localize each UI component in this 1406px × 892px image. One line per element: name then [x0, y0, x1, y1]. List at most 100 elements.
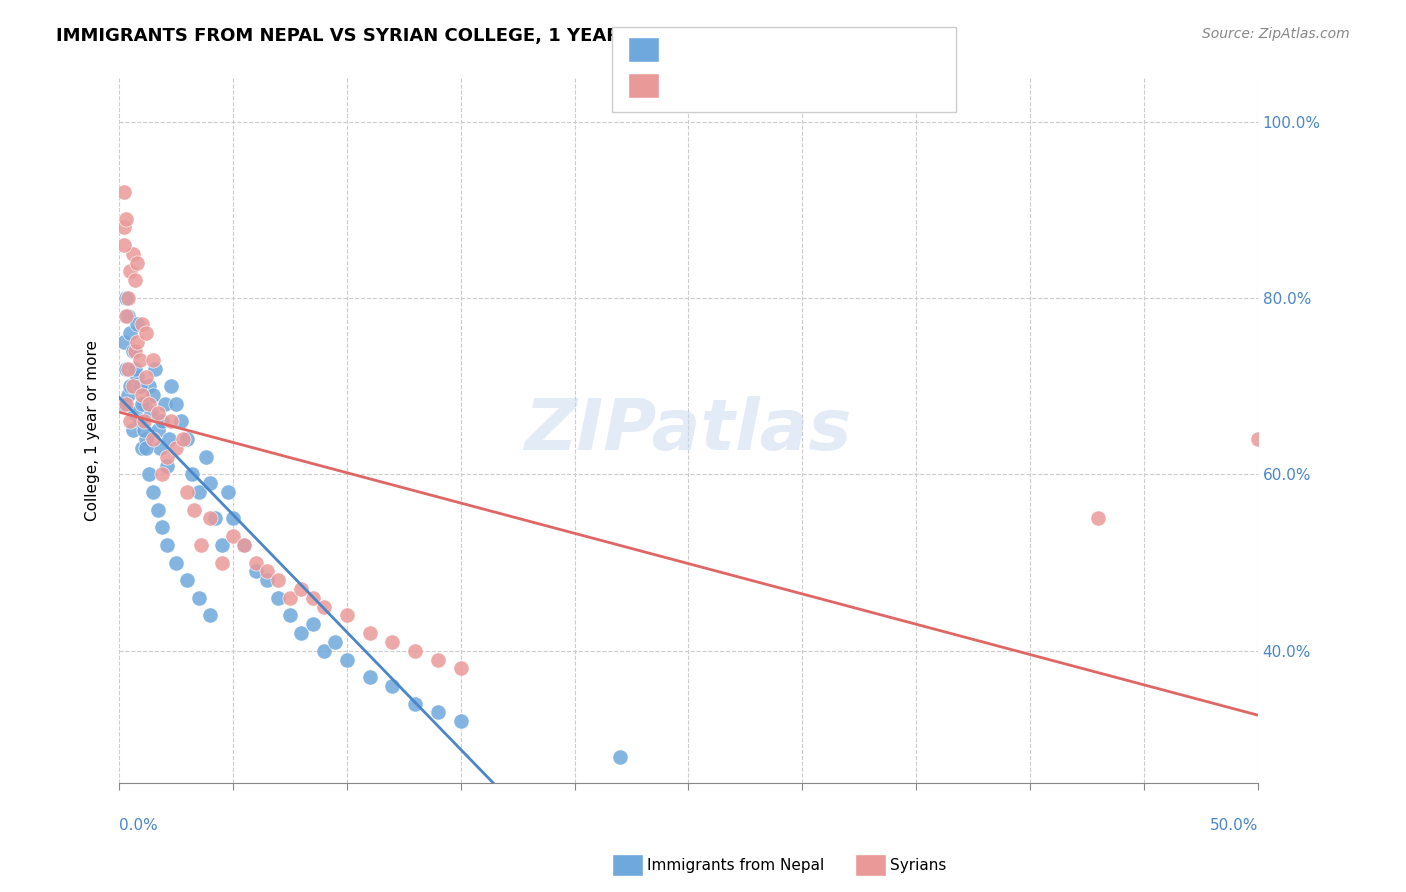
Point — [176, 573, 198, 587]
Point — [124, 273, 146, 287]
Point — [112, 334, 135, 349]
Point — [256, 573, 278, 587]
Point — [127, 318, 149, 332]
Text: Immigrants from Nepal: Immigrants from Nepal — [647, 858, 824, 872]
Point — [138, 467, 160, 482]
Text: 0.029: 0.029 — [707, 77, 766, 95]
Point — [138, 397, 160, 411]
Text: N =: N = — [792, 77, 839, 95]
Point — [112, 397, 135, 411]
Point — [211, 538, 233, 552]
Point — [404, 644, 426, 658]
Point — [156, 538, 179, 552]
Point — [156, 458, 179, 473]
Point — [117, 388, 139, 402]
Point — [115, 397, 138, 411]
Text: -0.551: -0.551 — [707, 41, 766, 59]
Point — [245, 556, 267, 570]
Point — [145, 361, 167, 376]
Point — [120, 414, 142, 428]
Point — [156, 450, 179, 464]
Point — [426, 652, 449, 666]
Point — [267, 591, 290, 605]
Point — [117, 361, 139, 376]
Point — [142, 485, 165, 500]
Point — [198, 511, 221, 525]
Point — [128, 414, 150, 428]
Point — [245, 565, 267, 579]
Point — [450, 661, 472, 675]
Point — [1087, 511, 1109, 525]
Point — [131, 388, 153, 402]
Point — [121, 379, 143, 393]
Point — [127, 370, 149, 384]
Point — [135, 370, 157, 384]
Point — [165, 556, 187, 570]
Point — [233, 538, 256, 552]
Point — [160, 379, 183, 393]
Point — [124, 361, 146, 376]
Point — [120, 379, 142, 393]
Point — [381, 679, 404, 693]
Point — [124, 343, 146, 358]
Point — [187, 485, 209, 500]
Point — [198, 608, 221, 623]
Point — [150, 520, 173, 534]
Point — [211, 556, 233, 570]
Point — [132, 397, 155, 411]
Point — [278, 608, 301, 623]
Text: R =: R = — [668, 77, 704, 95]
Text: 0.0%: 0.0% — [120, 818, 157, 833]
Point — [121, 247, 143, 261]
Point — [233, 538, 256, 552]
Text: R =: R = — [668, 41, 704, 59]
Point — [128, 379, 150, 393]
Point — [117, 291, 139, 305]
Point — [169, 414, 191, 428]
Point — [142, 432, 165, 446]
Point — [194, 450, 217, 464]
Text: N =: N = — [792, 41, 839, 59]
Point — [267, 573, 290, 587]
Point — [120, 264, 142, 278]
Point — [153, 397, 176, 411]
Text: 50.0%: 50.0% — [1209, 818, 1258, 833]
Point — [115, 211, 138, 226]
Point — [135, 326, 157, 341]
Point — [165, 441, 187, 455]
Point — [181, 467, 204, 482]
Point — [124, 406, 146, 420]
Point — [165, 397, 187, 411]
Point — [381, 635, 404, 649]
Point — [312, 644, 335, 658]
Point — [172, 432, 194, 446]
Point — [312, 599, 335, 614]
Point — [359, 670, 381, 684]
Point — [301, 617, 323, 632]
Point — [190, 538, 212, 552]
Point — [217, 485, 239, 500]
Text: IMMIGRANTS FROM NEPAL VS SYRIAN COLLEGE, 1 YEAR OR MORE CORRELATION CHART: IMMIGRANTS FROM NEPAL VS SYRIAN COLLEGE,… — [56, 27, 942, 45]
Point — [146, 502, 169, 516]
Point — [359, 626, 381, 640]
Point — [146, 406, 169, 420]
Point — [290, 626, 312, 640]
Point — [183, 502, 205, 516]
Point — [426, 706, 449, 720]
Point — [112, 185, 135, 199]
Point — [290, 582, 312, 596]
Point — [149, 441, 172, 455]
Text: 71: 71 — [862, 41, 887, 59]
Point — [204, 511, 226, 525]
Y-axis label: College, 1 year or more: College, 1 year or more — [86, 340, 100, 521]
Point — [150, 467, 173, 482]
Point — [336, 608, 359, 623]
Point — [131, 318, 153, 332]
Point — [160, 414, 183, 428]
Point — [450, 714, 472, 729]
Point — [404, 697, 426, 711]
Text: Source: ZipAtlas.com: Source: ZipAtlas.com — [1202, 27, 1350, 41]
Point — [187, 591, 209, 605]
Point — [198, 476, 221, 491]
Point — [150, 414, 173, 428]
